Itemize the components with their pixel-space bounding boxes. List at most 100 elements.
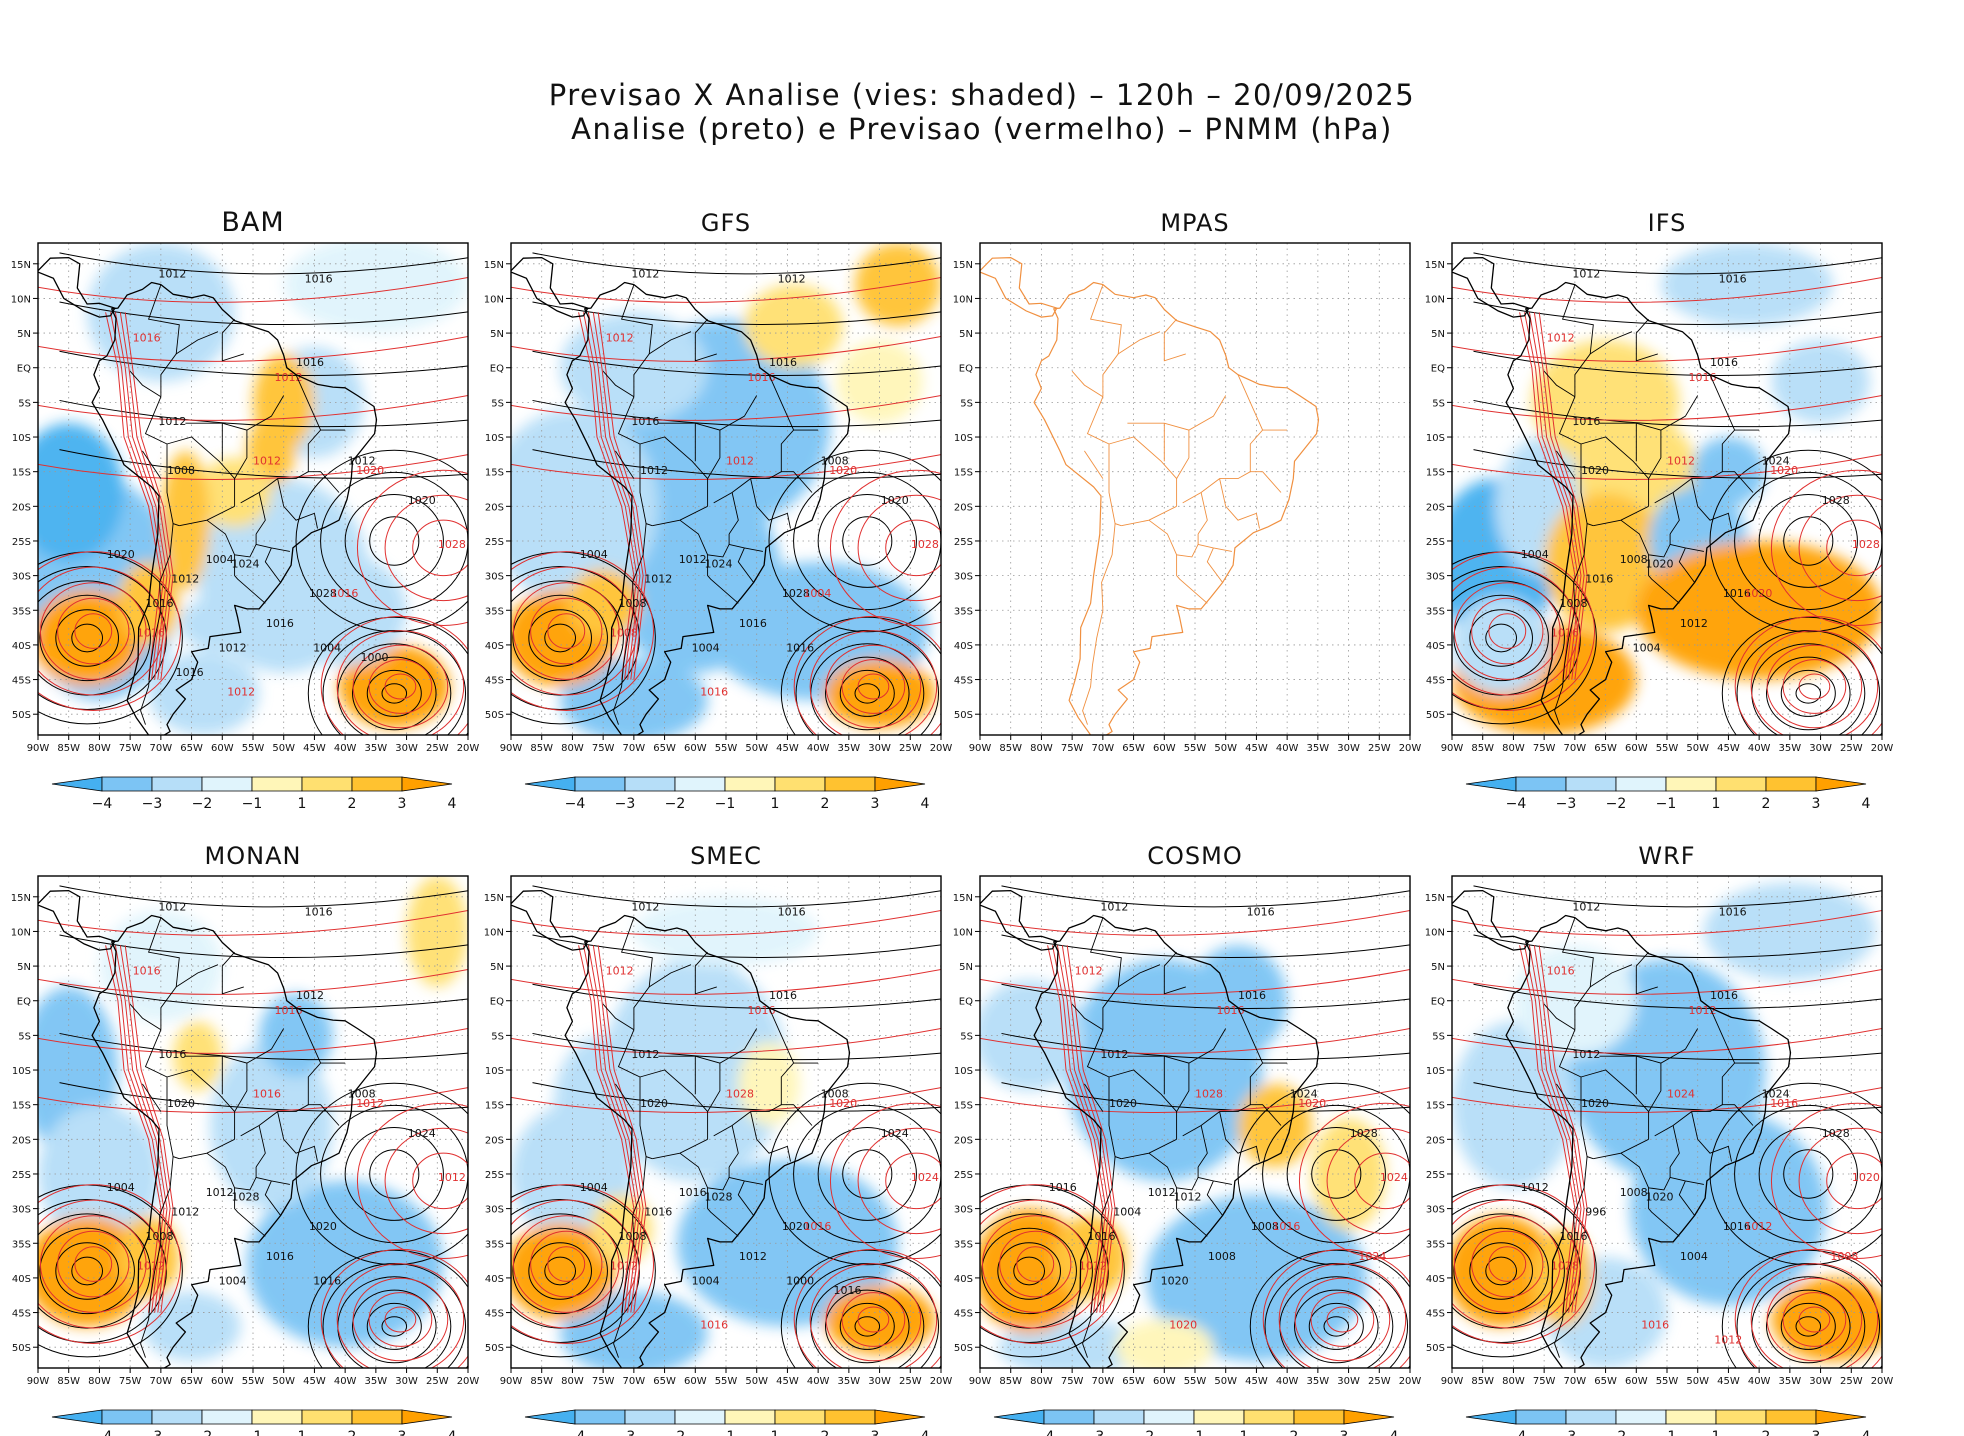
isobar-analise	[1001, 885, 1410, 908]
y-tick-label: 35S	[12, 606, 31, 617]
isobar-previsao	[885, 519, 941, 577]
country-border	[1556, 1083, 1576, 1112]
isobar-previsao	[1734, 1248, 1882, 1368]
isobar-previsao	[1262, 1248, 1410, 1368]
country-border	[1084, 1083, 1104, 1112]
isobar-previsao	[857, 1306, 890, 1333]
colorbar-label: 1	[771, 1429, 780, 1436]
country-border	[1678, 1180, 1695, 1216]
x-tick-label: 75W	[1061, 1376, 1084, 1387]
contour-label-analise: 1012	[631, 1048, 659, 1061]
panel-title-gfs: GFS	[701, 209, 751, 237]
forecast-contours	[511, 909, 941, 1368]
isobar-analise	[322, 1263, 467, 1368]
y-tick-label: EQ	[490, 364, 504, 375]
isobar-analise	[1453, 1227, 1549, 1315]
isobar-analise	[1262, 1104, 1410, 1244]
contour-label-previsao: 1016	[1770, 1097, 1798, 1110]
country-border	[1089, 917, 1122, 1030]
colorbar-label: −3	[1556, 796, 1577, 812]
panel-title-smec: SMEC	[690, 842, 762, 870]
colorbar-label: 4	[1862, 796, 1871, 812]
colorbar-segment	[824, 776, 876, 792]
colorbar-label: −1	[715, 796, 736, 812]
isobar-previsao	[38, 1087, 468, 1113]
contour-label-analise: 1016	[739, 617, 767, 630]
colorbar-segment	[1565, 1409, 1617, 1425]
isobar-previsao	[511, 909, 941, 936]
colorbar-segment	[574, 776, 626, 792]
contour-label-analise: 1016	[305, 905, 333, 918]
x-tick-label: 30W	[1337, 1376, 1360, 1387]
isobar-analise	[839, 1302, 895, 1350]
contour-label-previsao: 1020	[1852, 1171, 1880, 1184]
country-border	[1250, 471, 1282, 493]
coastline-south-america	[1505, 914, 1792, 1368]
contour-label-previsao: 1008	[610, 627, 638, 640]
country-border	[694, 951, 717, 995]
contour-label-previsao: 1024	[911, 1171, 939, 1184]
country-border	[308, 471, 340, 493]
coastline-cuba	[542, 841, 608, 863]
colorbar-label: 4	[448, 1429, 457, 1436]
country-border	[1197, 492, 1208, 535]
contour-label-analise: 1012	[631, 267, 659, 280]
country-border	[1543, 370, 1576, 398]
country-border	[166, 436, 236, 507]
y-tick-label: 40S	[954, 1274, 973, 1285]
country-border	[1071, 370, 1104, 398]
contour-label-analise: 996	[1585, 1205, 1606, 1218]
contour-label-analise: 1000	[361, 651, 389, 664]
contour-label-analise: 1024	[705, 558, 733, 571]
coastline-south-america	[564, 914, 851, 1368]
country-border	[1250, 1104, 1282, 1126]
colorbar-segment	[1043, 1409, 1095, 1425]
contour-label-analise: 1004	[692, 641, 720, 654]
coastline-south-america	[564, 281, 851, 735]
contour-label-analise: 1012	[1521, 1181, 1549, 1194]
country-border	[639, 436, 709, 507]
country-border	[147, 284, 180, 397]
country-border	[1086, 396, 1110, 472]
country-border	[1543, 1003, 1576, 1031]
x-tick-label: 25W	[1840, 743, 1863, 754]
x-tick-label: 60W	[1625, 1376, 1648, 1387]
isobar-previsao-andes	[1538, 312, 1588, 680]
coastline-south-america	[91, 914, 378, 1368]
isobar-analise	[1473, 1082, 1882, 1112]
x-tick-label: 35W	[1779, 743, 1802, 754]
coastline-south-america	[1033, 281, 1320, 735]
contour-label-analise: 1012	[171, 572, 199, 585]
colorbar-gfs: −4 −3 −2 −1 1 2 3 4	[524, 776, 930, 812]
colorbar-segment	[151, 1409, 203, 1425]
contour-label-analise: 1016	[786, 641, 814, 654]
y-tick-label: 40S	[1426, 641, 1445, 652]
contour-label-analise: 1004	[219, 1274, 247, 1287]
contour-label-previsao: 1016	[133, 331, 161, 344]
isobar-analise	[344, 1127, 444, 1221]
isobar-analise	[1264, 1263, 1409, 1368]
isobar-previsao	[38, 551, 181, 711]
country-border	[1722, 1104, 1754, 1126]
contour-label-previsao: 1008	[1830, 1250, 1858, 1263]
country-border	[255, 492, 266, 535]
map-area-cosmo: 1012 101610121016102010241028101210081016…	[980, 876, 1410, 1368]
isobar-analise	[55, 1242, 119, 1300]
isobar-previsao	[547, 613, 586, 649]
country-border	[1554, 523, 1588, 725]
isobar-previsao-andes	[1533, 945, 1585, 1313]
isobar-analise	[817, 494, 917, 588]
isobar-analise	[1709, 1082, 1882, 1266]
contour-label-analise: 1016	[266, 617, 294, 630]
country-border	[694, 318, 717, 362]
x-tick-label: 60W	[1153, 1376, 1176, 1387]
x-tick-label: 35W	[1307, 743, 1330, 754]
isobar-previsao	[1471, 597, 1544, 665]
isobar-previsao	[1750, 1263, 1879, 1368]
isobar-analise	[1485, 623, 1517, 653]
x-tick-label: 40W	[334, 1376, 357, 1387]
isobar-analise	[1766, 656, 1851, 731]
isobar-previsao	[320, 1248, 468, 1368]
colorbar-label: 2	[1290, 1429, 1299, 1436]
country-border	[1089, 284, 1122, 397]
